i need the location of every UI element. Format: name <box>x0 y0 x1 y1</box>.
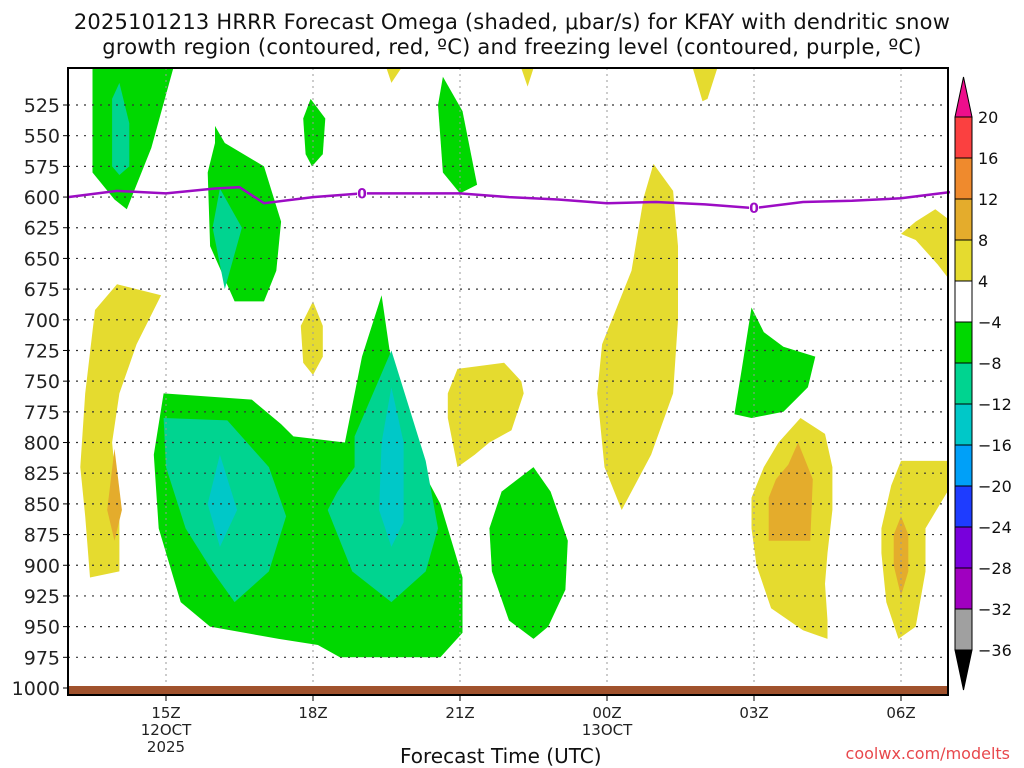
y-axis-ticks: 525 550 575 600 625 650 675 700 725 750 775 800 825 8… <box>12 95 68 700</box>
colorbar-label: −24 <box>978 518 1012 537</box>
chart-title-line-1: 2025101213 HRRR Forecast Omega (shaded, … <box>73 10 951 34</box>
freezing-level-line <box>67 185 951 210</box>
omega-region--16_-12 <box>379 387 404 547</box>
colorbar-label: 16 <box>978 149 998 168</box>
omega-region-4_8 <box>597 163 678 510</box>
y-tick-label: 600 <box>24 187 60 209</box>
x-tick-label: 12OCT <box>141 721 192 739</box>
colorbar-label: −4 <box>978 313 1002 332</box>
y-tick-label: 550 <box>24 126 60 148</box>
omega-region-4_8 <box>521 68 534 87</box>
colorbar-label: 20 <box>978 108 998 127</box>
colorbar-label: 8 <box>978 231 988 250</box>
y-tick-label: 900 <box>24 555 60 577</box>
colorbar-label: −36 <box>978 641 1012 660</box>
x-tick-label: 06Z <box>886 704 915 722</box>
colorbar-label: −16 <box>978 436 1012 455</box>
colorbar-swatch <box>954 444 973 487</box>
y-tick-label: 850 <box>24 494 60 516</box>
y-tick-label: 1000 <box>12 678 60 700</box>
surface-layer <box>68 686 948 695</box>
omega-region-8_12 <box>893 516 909 596</box>
colorbar-swatch <box>954 321 973 364</box>
colorbar-label: −28 <box>978 559 1012 578</box>
x-tick-label: 2025 <box>147 738 185 756</box>
colorbar-swatch <box>954 362 973 405</box>
omega-region-4_8 <box>881 460 948 639</box>
colorbar-swatch <box>954 239 973 282</box>
freezing-level-label: 0 <box>749 201 759 217</box>
colorbar-swatch <box>954 403 973 446</box>
y-tick-label: 575 <box>24 156 60 178</box>
omega-region--16_-12 <box>207 454 238 547</box>
omega-region--8_-4 <box>303 98 326 167</box>
colorbar-swatch <box>954 157 973 200</box>
freezing-level-label: 0 <box>357 186 367 202</box>
colorbar-swatch <box>954 116 973 159</box>
x-axis-label: Forecast Time (UTC) <box>400 744 602 768</box>
omega-region-4_8 <box>901 209 948 278</box>
colorbar-swatch <box>954 567 973 610</box>
colorbar-label: 4 <box>978 272 988 291</box>
omega-region-4_8 <box>447 362 524 468</box>
y-tick-label: 650 <box>24 248 60 270</box>
freezing-level-contour: 00 <box>67 185 951 217</box>
omega-region-4_8 <box>692 68 718 102</box>
x-tick-label: 18Z <box>298 704 327 722</box>
y-tick-label: 875 <box>24 525 60 547</box>
colorbar-swatch <box>954 608 973 651</box>
y-tick-label: 725 <box>24 340 60 362</box>
y-tick-label: 950 <box>24 617 60 639</box>
omega-region--8_-4 <box>734 307 816 418</box>
colorbar-swatch <box>954 526 973 569</box>
credit-link[interactable]: coolwx.com/modelts <box>845 744 1010 763</box>
y-tick-label: 975 <box>24 647 60 669</box>
x-tick-label: 21Z <box>445 704 474 722</box>
colorbar-label: −8 <box>978 354 1002 373</box>
y-tick-label: 925 <box>24 586 60 608</box>
y-tick-label: 675 <box>24 279 60 301</box>
x-tick-label: 15Z <box>151 704 180 722</box>
omega-region--12_-8 <box>112 82 130 175</box>
colorbar-label: −20 <box>978 477 1012 496</box>
omega-region-8_12 <box>768 442 813 541</box>
y-tick-label: 625 <box>24 218 60 240</box>
omega-region-4_8 <box>386 68 402 83</box>
shaded-regions <box>80 68 948 658</box>
colorbar-arrow-top <box>954 76 973 118</box>
omega-region--8_-4 <box>489 467 568 639</box>
contour-label-bg <box>749 200 759 217</box>
contour-label-bg <box>357 185 367 202</box>
colorbar-swatch <box>954 280 973 323</box>
colorbar-swatch <box>954 198 973 241</box>
omega-region--12_-8 <box>212 188 242 290</box>
x-tick-label: 03Z <box>739 704 768 722</box>
omega-region-4_8 <box>80 284 162 578</box>
colorbar: 20 16 12 8 4 −4 −8 −12 −16 −20 −24 −28 −32 −36 <box>954 76 1012 691</box>
y-tick-label: 775 <box>24 402 60 424</box>
colorbar-arrow-bottom <box>954 649 973 691</box>
chart-title-line-2: growth region (contoured, red, ºC) and f… <box>102 35 922 59</box>
colorbar-label: −12 <box>978 395 1012 414</box>
ground-fill <box>68 686 948 695</box>
y-tick-label: 800 <box>24 433 60 455</box>
omega-region--8_-4 <box>438 76 478 194</box>
omega-region--8_-4 <box>92 68 174 210</box>
y-tick-label: 750 <box>24 371 60 393</box>
x-tick-label: 00Z <box>592 704 621 722</box>
colorbar-label: −32 <box>978 600 1012 619</box>
y-tick-label: 525 <box>24 95 60 117</box>
colorbar-label: 12 <box>978 190 998 209</box>
colorbar-swatch <box>954 485 973 528</box>
x-tick-label: 13OCT <box>582 721 633 739</box>
omega-region-4_8 <box>300 301 323 375</box>
y-tick-label: 825 <box>24 463 60 485</box>
omega-region-8_12 <box>107 448 122 541</box>
y-tick-label: 700 <box>24 310 60 332</box>
